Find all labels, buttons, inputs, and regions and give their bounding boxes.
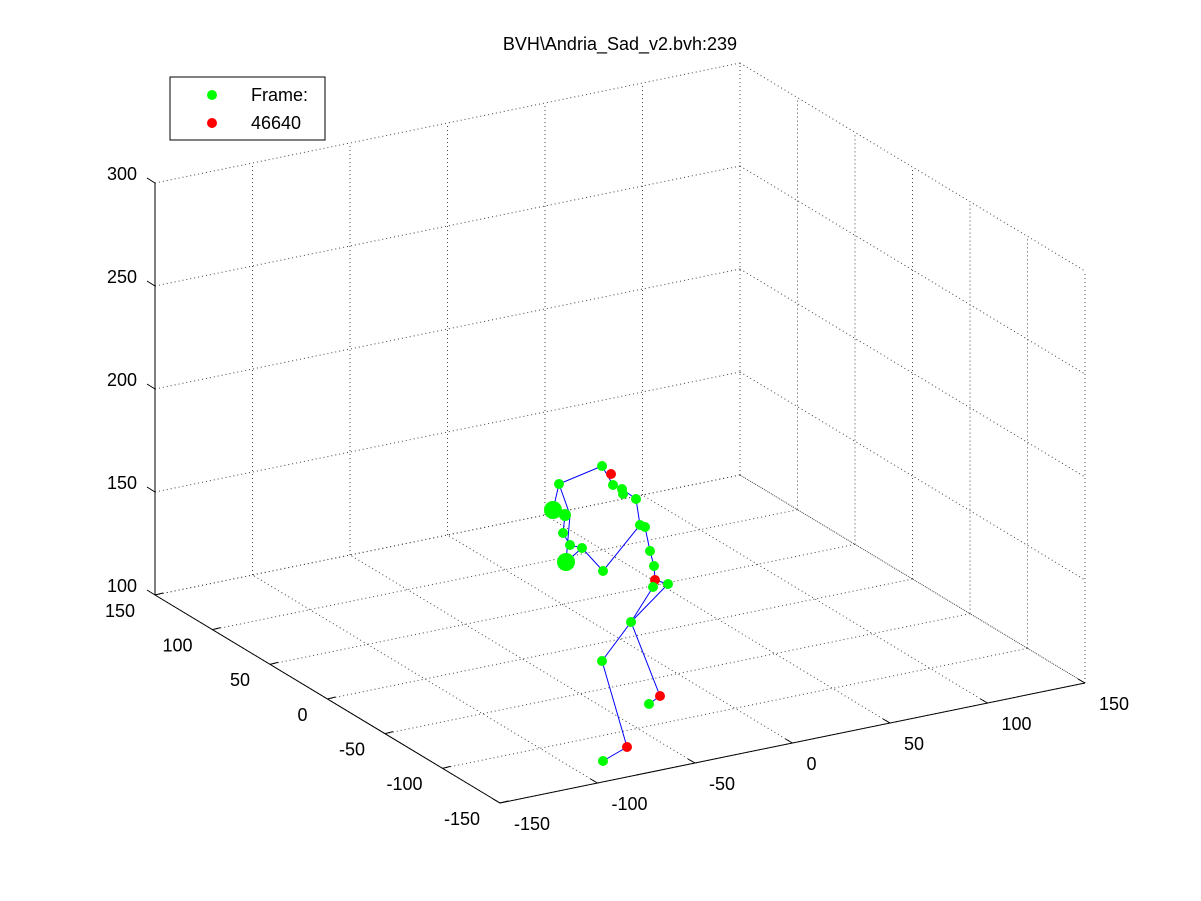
joint xyxy=(557,553,575,571)
axes: -150 -100 -50 0 50 100 150 -150 -100 -50 0 50 100 150… xyxy=(105,62,1129,834)
x-tick-label: 150 xyxy=(1099,694,1129,714)
joint xyxy=(554,479,564,489)
y-tick xyxy=(442,765,451,769)
joint xyxy=(640,522,650,532)
y-tick xyxy=(327,696,336,700)
y-tick-label: -150 xyxy=(444,809,480,829)
x-tick xyxy=(1077,678,1086,684)
x-tick xyxy=(785,738,793,744)
y-tick xyxy=(384,731,394,735)
joint xyxy=(655,691,665,701)
y-tick-label: 100 xyxy=(162,635,192,655)
y-tick-label: 0 xyxy=(297,705,307,725)
legend-box xyxy=(169,76,326,141)
z-tick xyxy=(146,486,156,493)
joint xyxy=(626,617,636,627)
y-tick xyxy=(269,661,279,665)
joint xyxy=(597,656,607,666)
y-tick xyxy=(212,627,221,631)
legend-label: 46640 xyxy=(251,113,301,133)
x-tick xyxy=(882,718,891,724)
joint xyxy=(618,489,628,499)
joint xyxy=(608,480,618,490)
chart-title: BVH\Andria_Sad_v2.bvh:239 xyxy=(503,34,737,55)
x-tick-label: -50 xyxy=(709,774,735,794)
y-tick-label: 150 xyxy=(105,601,135,621)
joint xyxy=(645,546,655,556)
joint xyxy=(598,566,608,576)
legend-label: Frame: xyxy=(251,85,308,105)
x-tick-label: 50 xyxy=(904,734,924,754)
legend-marker xyxy=(207,90,217,100)
x-tick xyxy=(687,758,696,764)
joint xyxy=(544,501,562,519)
joint xyxy=(597,461,607,471)
x-tick-label: 0 xyxy=(807,754,817,774)
joint xyxy=(631,494,641,504)
z-tick xyxy=(146,589,156,596)
legend-marker xyxy=(207,118,217,128)
x-tick xyxy=(590,778,598,784)
joints xyxy=(544,461,673,766)
bone xyxy=(630,583,669,705)
x-tick-label: -100 xyxy=(612,794,648,814)
z-tick xyxy=(146,177,156,184)
joint xyxy=(663,579,673,589)
x-tick xyxy=(492,798,501,804)
joint xyxy=(565,540,575,550)
y-tick-label: -50 xyxy=(339,739,365,759)
y-tick xyxy=(154,592,164,596)
y-tick xyxy=(499,800,509,804)
joint xyxy=(559,509,571,521)
joint xyxy=(622,742,632,752)
joint xyxy=(606,469,616,479)
z-tick-label: 100 xyxy=(107,576,137,596)
legend: Frame: 46640 xyxy=(169,76,326,141)
z-tick-label: 200 xyxy=(107,370,137,390)
z-tick-label: 250 xyxy=(107,267,137,287)
joint xyxy=(649,561,659,571)
joint xyxy=(577,543,587,553)
x-tick-label: -150 xyxy=(514,814,550,834)
z-tick-label: 150 xyxy=(107,473,137,493)
joint xyxy=(644,699,654,709)
joint xyxy=(598,756,608,766)
z-tick-label: 300 xyxy=(107,164,137,184)
z-tick xyxy=(146,280,156,287)
z-tick xyxy=(146,383,156,390)
x-tick-label: 100 xyxy=(1002,714,1032,734)
y-tick-label: 50 xyxy=(230,670,250,690)
joint xyxy=(648,582,658,592)
y-tick-label: -100 xyxy=(386,774,422,794)
x-tick xyxy=(980,698,988,704)
joint xyxy=(558,528,568,538)
